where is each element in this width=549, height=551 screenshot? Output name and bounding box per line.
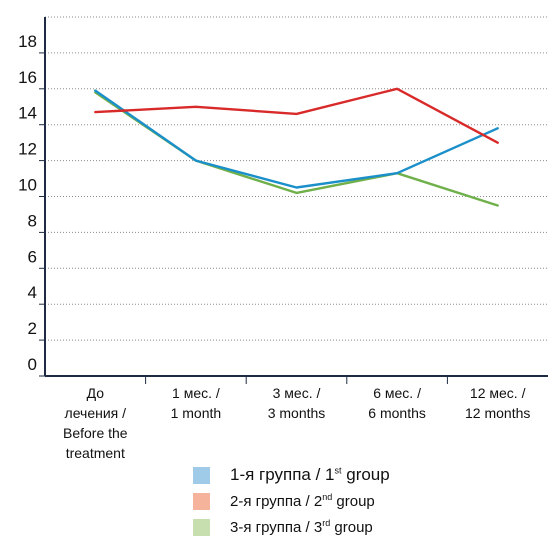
y-tick-label: 18 [18,32,37,51]
legend-swatch-group-3 [193,518,210,536]
x-tick-label: До лечения / Before the treatment [63,385,128,461]
legend-label-group-3: 3-я группа / 3rd group [230,517,373,536]
y-tick-label: 14 [18,104,37,123]
y-tick-label: 16 [18,68,37,87]
legend-label-group-1: 1-я группа / 1st group [230,465,390,484]
series-line-group-1 [94,89,499,189]
series-lines [94,87,499,207]
legend-swatch-group-1 [193,466,210,484]
legend-swatch-group-2 [193,492,210,510]
legend-item-group-3: 3-я группа / 3rd group [193,514,390,540]
x-axis-categories: До лечения / Before the treatment 1 мес. /1 … [63,376,530,461]
x-tick-label: 1 мес. /1 month [171,385,222,421]
y-axis-ticks: 0 2 4 6 8 10 12 14 16 18 [18,32,45,377]
y-tick-label: 0 [28,355,37,374]
legend-label-group-2: 2-я группа / 2nd group [230,491,375,510]
legend: 1-я группа / 1st group 2-я группа / 2nd … [193,462,390,540]
y-tick-label: 8 [28,211,37,230]
legend-item-group-1: 1-я группа / 1st group [193,462,390,488]
y-tick-label: 12 [18,140,37,159]
y-tick-label: 4 [28,283,37,302]
gridlines [45,16,548,341]
x-tick-label: 6 мес. /6 months [368,385,426,421]
series-line-group-2 [94,87,499,144]
y-tick-label: 10 [18,176,37,195]
legend-item-group-2: 2-я группа / 2nd group [193,488,390,514]
y-tick-label: 2 [28,319,37,338]
x-tick-label: 3 мес. /3 months [268,385,326,421]
x-tick-label: 12 мес. /12 months [465,385,530,421]
y-tick-label: 6 [28,247,37,266]
